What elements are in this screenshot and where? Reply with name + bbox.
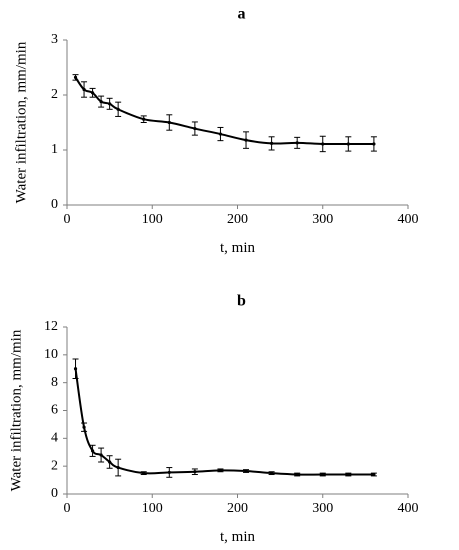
data-point [99, 453, 103, 457]
data-point [167, 120, 171, 125]
y-tick-label: 10 [44, 347, 58, 362]
data-point [270, 471, 274, 475]
y-tick-label: 0 [51, 486, 58, 501]
x-tick-label: 300 [312, 212, 333, 227]
x-tick-label: 100 [142, 212, 163, 227]
data-point [108, 460, 112, 464]
chart-title: a [238, 6, 246, 23]
data-point [218, 468, 223, 472]
data-point [321, 472, 325, 477]
y-tick-label: 4 [51, 431, 58, 446]
y-tick-label: 2 [51, 458, 58, 473]
x-tick-label: 400 [398, 212, 419, 227]
y-axis-label: Water infiltration, mm/min [8, 329, 24, 491]
data-point [116, 465, 120, 470]
data-point [116, 107, 120, 111]
data-point [244, 469, 248, 473]
data-point [73, 75, 78, 79]
data-point [82, 87, 86, 92]
data-point [142, 471, 146, 475]
series-line [74, 76, 374, 146]
x-tick-label: 100 [142, 501, 163, 516]
data-point [218, 132, 223, 136]
data-point [346, 142, 350, 146]
data-point [142, 117, 146, 121]
data-point [193, 470, 197, 474]
x-tick-label: 400 [398, 501, 419, 516]
data-point [90, 449, 95, 453]
y-tick-label: 6 [51, 403, 58, 418]
y-tick-label: 8 [51, 375, 58, 390]
data-point [90, 91, 95, 95]
y-tick-label: 3 [51, 32, 58, 47]
data-point [193, 126, 197, 131]
y-tick-label: 0 [51, 197, 58, 212]
x-tick-label: 0 [64, 501, 71, 516]
data-point [108, 102, 112, 106]
data-point [99, 100, 103, 104]
x-tick-label: 300 [312, 501, 333, 516]
y-tick-label: 1 [51, 142, 58, 157]
x-tick-label: 0 [64, 212, 71, 227]
series-line [74, 368, 374, 476]
data-point [372, 142, 376, 146]
x-tick-label: 200 [227, 501, 248, 516]
data-point [244, 138, 248, 142]
data-point [73, 367, 78, 371]
data-point [167, 470, 171, 475]
chart-title: b [237, 293, 246, 310]
chart-panel-b: b 0 2 4 6 8 10 12 0 100 200 300 400 t, min Water infil… [8, 293, 418, 545]
x-axis-label: t, min [220, 529, 256, 545]
data-point [270, 141, 274, 145]
data-point [295, 141, 299, 145]
data-point [346, 472, 350, 477]
chart-panel-a: a 0 1 2 3 0 100 200 300 400 t, min Water infiltrati… [13, 6, 418, 256]
y-tick-label: 2 [51, 87, 58, 102]
x-tick-label: 200 [227, 212, 248, 227]
y-tick-label: 12 [44, 319, 58, 334]
data-point [321, 142, 325, 146]
data-point [82, 425, 86, 429]
y-axis-label: Water infiltration, mm/min [13, 41, 29, 203]
x-axis-label: t, min [220, 240, 256, 256]
data-point [372, 472, 376, 477]
data-point [295, 472, 299, 477]
